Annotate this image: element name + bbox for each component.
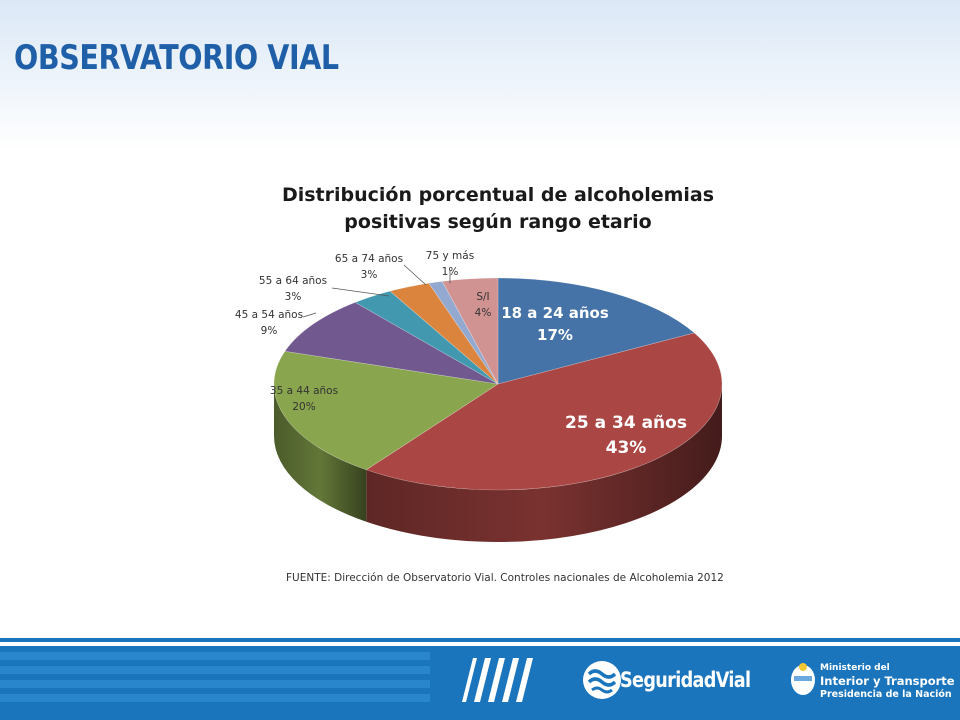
leader-line-4 [331,287,390,297]
pie-labels: 18 a 24 años 17% 25 a 34 años 43% 35 a 44 añ… [235,250,687,458]
pie-slice-2 [273,350,499,471]
ministry-line2: Interior y Transporte [820,674,955,688]
slice-value-7: 4% [475,307,492,319]
seguridad-vial-wordmark: SeguridadVial [620,668,751,692]
source-note: FUENTE: Dirección de Observatorio Vial. … [286,572,724,584]
slice-value-1: 43% [606,438,647,458]
slice-value-4: 3% [285,291,302,303]
pie-side-2 [274,384,367,522]
slice-value-6: 1% [442,266,459,278]
ministry-line1: Ministerio del [820,663,890,673]
slice-label-4: 55 a 64 años [259,275,327,287]
slice-label-0: 18 a 24 años [501,304,609,322]
leader-line-3 [302,312,317,318]
ministry-line3: Presidencia de la Nación [820,689,952,700]
seguridad-vial-logo-icon [583,661,621,699]
slash-marks [462,658,533,702]
pie-side-walls [274,384,722,542]
pie-slice-5 [389,282,499,385]
ministry-logo-text: Ministerio del Interior y Transporte Pre… [820,662,955,701]
pie-slice-4 [354,290,499,385]
footer-graphics [0,638,960,720]
slice-value-3: 9% [261,325,278,337]
pie-slice-7 [441,277,499,385]
slice-label-5: 65 a 74 años [335,253,403,265]
slice-label-3: 45 a 54 años [235,309,303,321]
slice-label-7: S/I [476,291,489,303]
slice-label-6: 75 y más [426,250,474,262]
pie-slice-3 [284,301,499,385]
slice-value-5: 3% [361,269,378,281]
header-band [0,0,960,150]
slice-label-2: 35 a 44 años [270,385,338,397]
slice-label-1: 25 a 34 años [565,413,687,433]
brand-title: OBSERVATORIO VIAL [14,38,339,78]
chart-title: Distribución porcentual de alcoholemias … [230,182,766,236]
chart-title-line1: Distribución porcentual de alcoholemias [281,184,715,206]
slice-value-0: 17% [537,326,573,344]
pie-slice-0 [497,277,695,385]
pie-side-1 [366,384,722,542]
pie-slice-6 [428,281,499,385]
leader-line-5 [403,264,427,286]
slice-value-2: 20% [292,401,315,413]
national-emblem-icon [791,663,815,695]
pie-slice-1 [365,332,723,491]
footer-band [0,638,960,720]
pie-slices [273,277,723,491]
chart-title-line2: positivas según rango etario [344,211,652,233]
